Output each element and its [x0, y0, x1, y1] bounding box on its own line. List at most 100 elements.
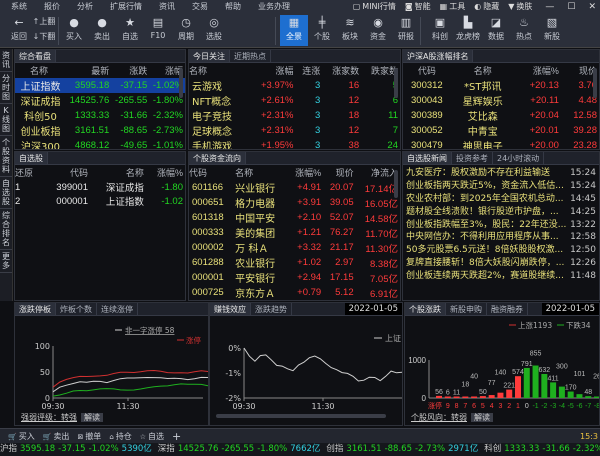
- table-row[interactable]: 601318 中国平安 +2.10 52.07 14.58亿: [189, 210, 400, 225]
- menu-right-item[interactable]: ▼ 换肤: [508, 1, 532, 12]
- left-tab[interactable]: 更多: [0, 250, 12, 273]
- panel-tab[interactable]: 24小时滚动: [493, 152, 545, 164]
- menu-item[interactable]: 扩展行情: [110, 2, 142, 11]
- table-row[interactable]: 000002 万 科Ａ +3.32 21.17 11.30亿: [189, 240, 400, 255]
- table-row[interactable]: NFT概念 +2.61% 3 12 6: [189, 93, 400, 108]
- toolbar-button-star[interactable]: ★ 自选: [116, 15, 144, 46]
- table-row[interactable]: 1 399001 深证成指 -1.80: [15, 180, 185, 195]
- panel-tab[interactable]: 自选股新闻: [403, 152, 452, 164]
- tab-ranking[interactable]: 沪深A股涨幅排名: [403, 50, 474, 62]
- toolbar-button-search[interactable]: ◎ 选股: [200, 15, 228, 46]
- table-row[interactable]: 科创50 1333.33 -31.66 -2.32%: [15, 108, 185, 123]
- table-row[interactable]: 300389 艾比森 +20.04 12.58: [403, 108, 599, 123]
- menu-item[interactable]: 系统: [11, 2, 27, 11]
- toolbar-button-flame[interactable]: ♨ 热点: [510, 15, 538, 46]
- bottom-button[interactable]: ⊠ 撤单: [77, 431, 101, 442]
- column-header[interactable]: 代码: [189, 168, 208, 178]
- toolbar-button-chip[interactable]: ▣ 科创: [426, 15, 454, 46]
- panel-tab[interactable]: 连续涨停: [97, 303, 138, 315]
- toolbar-button-grid[interactable]: ▦ 全景: [280, 15, 308, 46]
- table-row[interactable]: 300043 星辉娱乐 +20.11 4.48: [403, 93, 599, 108]
- toolbar-button-document[interactable]: ▤ F10: [144, 15, 172, 46]
- column-header[interactable]: 现价: [578, 66, 597, 76]
- news-item[interactable]: 50多元股票6.5元送！8倍妖股股权激... 12:50: [403, 244, 599, 257]
- index-status[interactable]: 沪指 3595.18 -37.15 -1.02% 5390亿: [0, 444, 155, 454]
- news-item[interactable]: 复牌直接腰斩！8倍大妖股闪崩跌停，... 12:26: [403, 257, 599, 270]
- column-header[interactable]: 跌家数: [370, 66, 398, 76]
- bottom-button[interactable]: ⌂ 持仓: [109, 431, 131, 442]
- bottom-button[interactable]: 🛒 买入: [8, 431, 35, 442]
- minimize-icon[interactable]: —: [545, 1, 555, 12]
- news-item[interactable]: 中央网信办：不得利用应用程序从事... 12:58: [403, 231, 599, 244]
- toolbar-button-layers[interactable]: ≋ 板块: [336, 15, 364, 46]
- maximize-icon[interactable]: ☐: [567, 1, 576, 12]
- table-row[interactable]: 601166 兴业银行 +4.91 20.07 17.14亿: [189, 180, 400, 195]
- toolbar-button-back-arrow[interactable]: ← 返回: [5, 15, 33, 46]
- table-row[interactable]: 手机游戏 +1.95% 3 38 24: [189, 138, 400, 149]
- add-icon[interactable]: +: [172, 429, 182, 443]
- menu-item[interactable]: 业务办理: [258, 2, 290, 11]
- index-status[interactable]: 深指 14525.76 -265.55 -1.80% 7662亿: [158, 444, 324, 454]
- toolbar-button-candlestick[interactable]: ╪ 个股: [308, 15, 336, 46]
- menu-right-item[interactable]: ◙ 智能: [405, 1, 431, 12]
- panel-tab[interactable]: 今日关注: [189, 50, 230, 62]
- column-header[interactable]: 连涨: [302, 66, 321, 76]
- table-row[interactable]: 000725 京东方Ａ +0.79 5.12 6.91亿: [189, 285, 400, 300]
- strength-rating[interactable]: 强弱评级：转强: [21, 413, 77, 422]
- table-row[interactable]: 2 000001 上证指数 -1.02: [15, 194, 185, 209]
- column-header[interactable]: 涨幅: [275, 66, 294, 76]
- column-header[interactable]: 名称: [189, 66, 208, 76]
- column-header[interactable]: 净流入: [370, 168, 398, 178]
- column-header[interactable]: 名称: [235, 168, 254, 178]
- panel-tab[interactable]: 涨跌趋势: [251, 303, 292, 315]
- menu-item[interactable]: 报价: [44, 2, 60, 11]
- news-item[interactable]: 创业板连续两天跌超2%，赛道股继续... 11:48: [403, 270, 599, 283]
- menu-right-item[interactable]: ▦ 工具: [440, 1, 466, 12]
- news-item[interactable]: 九安医疗：股权激励不存在利益输送 15:24: [403, 167, 599, 180]
- panel-tab[interactable]: 赚钱效应: [210, 303, 251, 315]
- table-row[interactable]: 000333 美的集团 +1.21 76.27 11.70亿: [189, 225, 400, 240]
- table-row[interactable]: 000001 平安银行 +2.94 17.15 7.05亿: [189, 270, 400, 285]
- bottom-button[interactable]: ☆ 自选: [140, 431, 164, 442]
- column-header[interactable]: 涨幅%: [156, 168, 183, 178]
- scrollbar[interactable]: [394, 68, 398, 98]
- news-item[interactable]: 题材股全线溃败！银行股逆市护盘，... 14:25: [403, 206, 599, 219]
- date-picker[interactable]: 2022-01-05: [541, 303, 599, 315]
- table-row[interactable]: 云游戏+3.97%3165: [189, 78, 400, 93]
- left-tab[interactable]: 资讯: [0, 49, 12, 72]
- table-row[interactable]: 足球概念 +2.31% 3 12 7: [189, 123, 400, 138]
- news-item[interactable]: 创业板指两天跌近5%，资金流入低估... 15:24: [403, 180, 599, 193]
- left-tab[interactable]: K线图: [0, 104, 12, 136]
- column-header[interactable]: 最新: [91, 66, 110, 76]
- close-icon[interactable]: ✕: [588, 1, 596, 12]
- column-header[interactable]: 涨幅: [164, 66, 183, 76]
- menu-right-item[interactable]: ▢ MINI行情: [353, 1, 396, 12]
- page-up-button[interactable]: ↑上翻: [30, 16, 58, 30]
- menu-item[interactable]: 交易: [192, 2, 208, 11]
- toolbar-button-money-bag[interactable]: ● 买入: [60, 15, 88, 46]
- tab-overview[interactable]: 综合看盘: [15, 50, 56, 62]
- panel-tab[interactable]: 涨跌停板: [15, 303, 56, 315]
- column-header[interactable]: 涨幅%: [295, 168, 322, 178]
- table-row[interactable]: 创业板指 3161.51 -88.65 -2.73%: [15, 123, 185, 138]
- page-down-button[interactable]: ↓下翻: [30, 31, 58, 45]
- tab-watchlist[interactable]: 自选股: [15, 152, 48, 164]
- menu-item[interactable]: 帮助: [225, 2, 241, 11]
- interpret-button[interactable]: 解读: [81, 413, 103, 422]
- menu-item[interactable]: 分析: [77, 2, 93, 11]
- toolbar-button-money-bag[interactable]: ● 卖出: [88, 15, 116, 46]
- panel-tab[interactable]: 炸板个数: [56, 303, 97, 315]
- table-row[interactable]: 300052 中青宝 +20.01 39.28: [403, 123, 599, 138]
- toolbar-button-line-chart[interactable]: ◪ 数据: [482, 15, 510, 46]
- news-item[interactable]: 创业板指跌幅至3%，股民：22年还没... 13:22: [403, 219, 599, 232]
- panel-tab[interactable]: 近期热点: [230, 50, 271, 62]
- toolbar-button-bar-chart[interactable]: ▙ 龙虎榜: [454, 15, 482, 46]
- news-item[interactable]: 农业农村部：到2025年全国农机总动... 14:45: [403, 193, 599, 206]
- column-header[interactable]: 现价: [335, 168, 354, 178]
- left-tab[interactable]: 自选股: [0, 177, 12, 209]
- scrollbar[interactable]: [179, 68, 183, 98]
- tab-fundflow[interactable]: 个股资金流向: [189, 152, 246, 164]
- column-header[interactable]: 名称: [29, 66, 48, 76]
- left-tab[interactable]: 分时图: [0, 72, 12, 104]
- column-header[interactable]: 涨跌: [129, 66, 148, 76]
